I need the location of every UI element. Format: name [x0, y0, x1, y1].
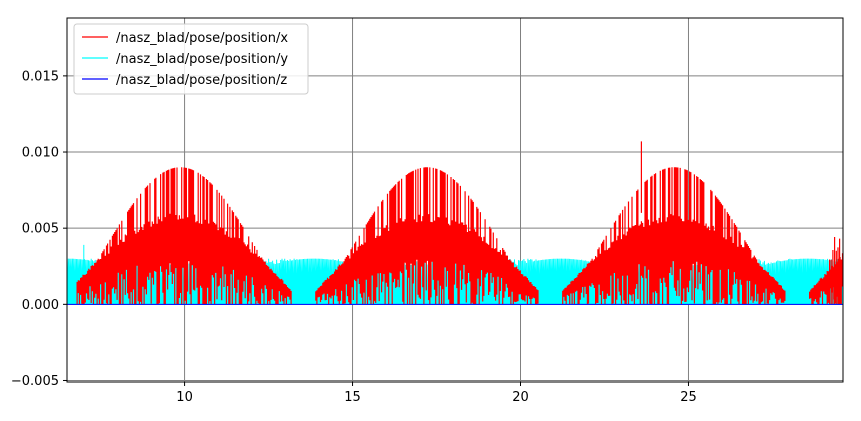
- y-tick-label: −0.005: [11, 374, 59, 389]
- legend-box: [73, 23, 309, 95]
- x-tick-label: 20: [512, 390, 529, 405]
- legend: /nasz_blad/pose/position/x /nasz_blad/po…: [73, 23, 309, 95]
- y-tick-label: 0.010: [22, 146, 59, 161]
- x-tick-label: 10: [176, 390, 193, 405]
- x-tick-label: 25: [680, 390, 697, 405]
- plot-frame: [66, 17, 844, 383]
- legend-label-x: /nasz_blad/pose/position/x: [116, 31, 288, 46]
- legend-label-z: /nasz_blad/pose/position/z: [116, 73, 287, 88]
- y-tick-label: 0.000: [22, 298, 59, 313]
- legend-label-y: /nasz_blad/pose/position/y: [116, 52, 288, 67]
- x-axis: 10 15 20 25: [176, 382, 697, 405]
- y-tick-label: 0.015: [22, 69, 59, 84]
- series-line-x: [76, 141, 843, 305]
- y-axis: −0.005 0.000 0.005 0.010 0.015: [11, 69, 67, 389]
- plot-area: [67, 141, 843, 305]
- x-tick-label: 15: [344, 390, 361, 405]
- y-tick-label: 0.005: [22, 222, 59, 237]
